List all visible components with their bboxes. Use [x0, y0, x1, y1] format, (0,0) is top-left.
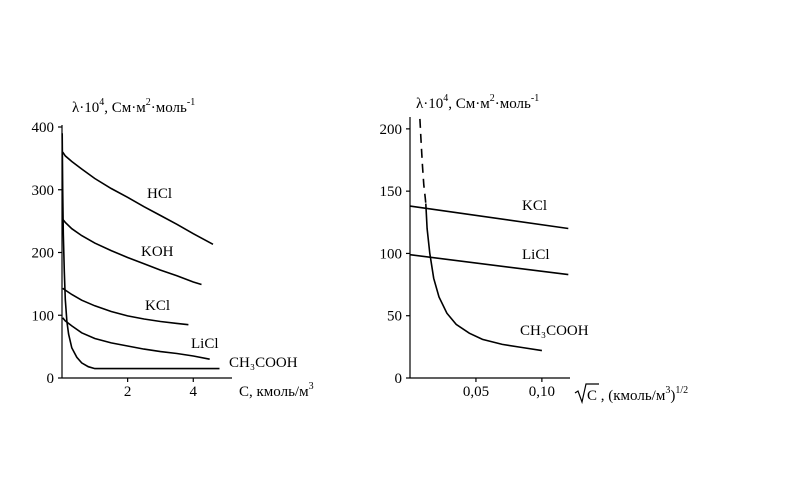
- chart-right-curves: [409, 118, 569, 352]
- chart-left-series-label-hcl: HCl: [147, 186, 172, 202]
- chart-left-series-koh: [62, 218, 202, 286]
- chart-left-y-axis-label: λ·104, См·м2·моль-1: [72, 97, 195, 116]
- chart-left-series-label-ch3cooh: CH₃COOH: [229, 355, 298, 371]
- chart-right-x-axis-label: C , (кмоль/м3)1/2: [574, 383, 688, 405]
- chart-right-y-tick-label: 200: [380, 122, 403, 138]
- chart-right-y-tick-label: 0: [395, 371, 403, 387]
- chart-left-series-kcl: [62, 287, 189, 326]
- chart-left-curves: [61, 133, 220, 370]
- chart-left-series-label-koh: KOH: [141, 244, 174, 260]
- chart-left-y-tick-label: 0: [47, 371, 55, 387]
- chart-left: 0 100 200 300 400 2 4 λ·104, См·м2·моль-1 C, к…: [32, 97, 314, 400]
- chart-left-x-axis-label: C, кмоль/м3: [239, 381, 314, 400]
- chart-right-series-label-ch3cooh: CH₃COOH: [520, 323, 589, 339]
- chart-right-y-tick-label: 100: [380, 246, 403, 262]
- chart-right-series-licl: [409, 253, 569, 276]
- chart-left-y-tick-label: 100: [32, 308, 55, 324]
- chart-right-y-tick-label: 50: [387, 309, 402, 325]
- chart-left-y-tick-label: 400: [32, 120, 55, 136]
- chart-right-series-kcl: [409, 205, 569, 230]
- chart-right-y-tick-label: 150: [380, 184, 403, 200]
- chart-left-y-tick-label: 200: [32, 246, 55, 262]
- chart-right-series-ch-cooh-extrapolated-dashed: [419, 118, 427, 204]
- chart-left-x-tick-label: 2: [124, 384, 132, 400]
- svg-text:C , (кмоль/м3)1/2: C , (кмоль/м3)1/2: [587, 385, 688, 404]
- chart-left-y-tick-label: 300: [32, 183, 55, 199]
- chart-right-series-label-kcl: KCl: [522, 198, 547, 214]
- chart-left-series-hcl: [62, 151, 214, 246]
- chart-right-ticks: 0 50 100 150 200 0,05 0,10: [380, 122, 556, 400]
- chart-right-series-ch-cooh: [425, 203, 543, 352]
- chart-right-x-tick-label: 0,10: [529, 384, 555, 400]
- chart-left-x-tick-label: 4: [190, 384, 198, 400]
- chart-left-ticks: 0 100 200 300 400 2 4: [32, 120, 198, 400]
- sqrt-sign-icon: [574, 383, 599, 405]
- chart-right-y-axis-label: λ·104, См·м2·моль-1: [416, 93, 539, 112]
- chart-right-x-tick-label: 0,05: [463, 384, 489, 400]
- chart-right-series-label-licl: LiCl: [522, 247, 550, 263]
- chart-left-series-licl: [62, 317, 210, 360]
- chart-left-series-label-kcl: KCl: [145, 298, 170, 314]
- chart-left-series-label-licl: LiCl: [191, 336, 219, 352]
- chart-left-series-ch-cooh: [61, 133, 220, 370]
- chart-right: 0 50 100 150 200 0,05 0,10 λ·104, См·м2·моль-1…: [380, 93, 688, 405]
